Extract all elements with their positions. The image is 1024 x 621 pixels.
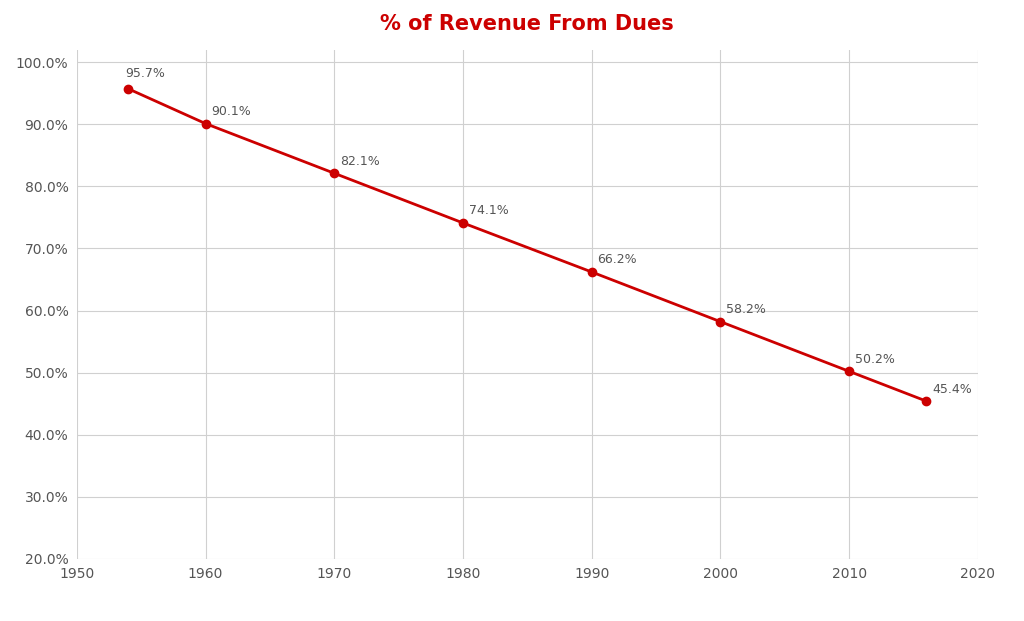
Text: 58.2%: 58.2% xyxy=(726,303,766,316)
Text: 50.2%: 50.2% xyxy=(855,353,895,366)
Text: 74.1%: 74.1% xyxy=(469,204,508,217)
Title: % of Revenue From Dues: % of Revenue From Dues xyxy=(381,14,674,34)
Text: 45.4%: 45.4% xyxy=(932,383,972,396)
Text: 95.7%: 95.7% xyxy=(126,68,166,81)
Text: 90.1%: 90.1% xyxy=(211,105,251,118)
Text: 66.2%: 66.2% xyxy=(597,253,637,266)
Text: 82.1%: 82.1% xyxy=(340,155,380,168)
